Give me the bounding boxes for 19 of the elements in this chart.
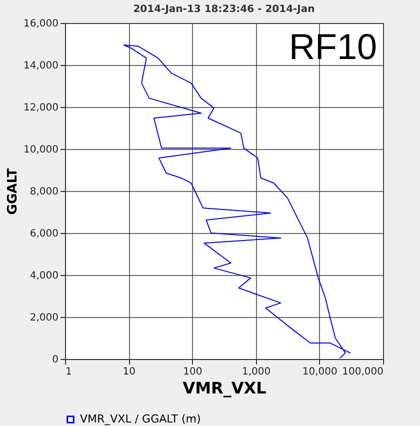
y-tick-label: 16,000: [24, 18, 58, 30]
x-tick-label: 100: [183, 366, 202, 378]
y-tick-label: 14,000: [24, 60, 58, 72]
y-tick-label: 4,000: [30, 270, 58, 282]
y-tick-label: 8,000: [30, 186, 58, 198]
y-tick-label: 10,000: [24, 144, 58, 156]
x-tick-label: 100,000: [342, 366, 384, 378]
chart-title: 2014-Jan-13 18:23:46 - 2014-Jan: [133, 4, 315, 15]
legend-label: VMR_VXL / GGALT (m): [80, 412, 201, 426]
y-tick-label: 2,000: [30, 312, 58, 324]
x-tick-label: 1: [66, 366, 72, 378]
x-tick-label: 10,000: [302, 366, 338, 378]
y-tick-label: 12,000: [24, 102, 58, 114]
x-axis-title: VMR_VXL: [182, 378, 266, 398]
y-axis-title: GGALT: [6, 168, 21, 215]
x-tick-label: 10: [122, 366, 136, 378]
y-tick-label: 0: [52, 354, 58, 366]
y-tick-label: 6,000: [30, 228, 58, 240]
x-tick-label: 1,000: [242, 366, 271, 378]
